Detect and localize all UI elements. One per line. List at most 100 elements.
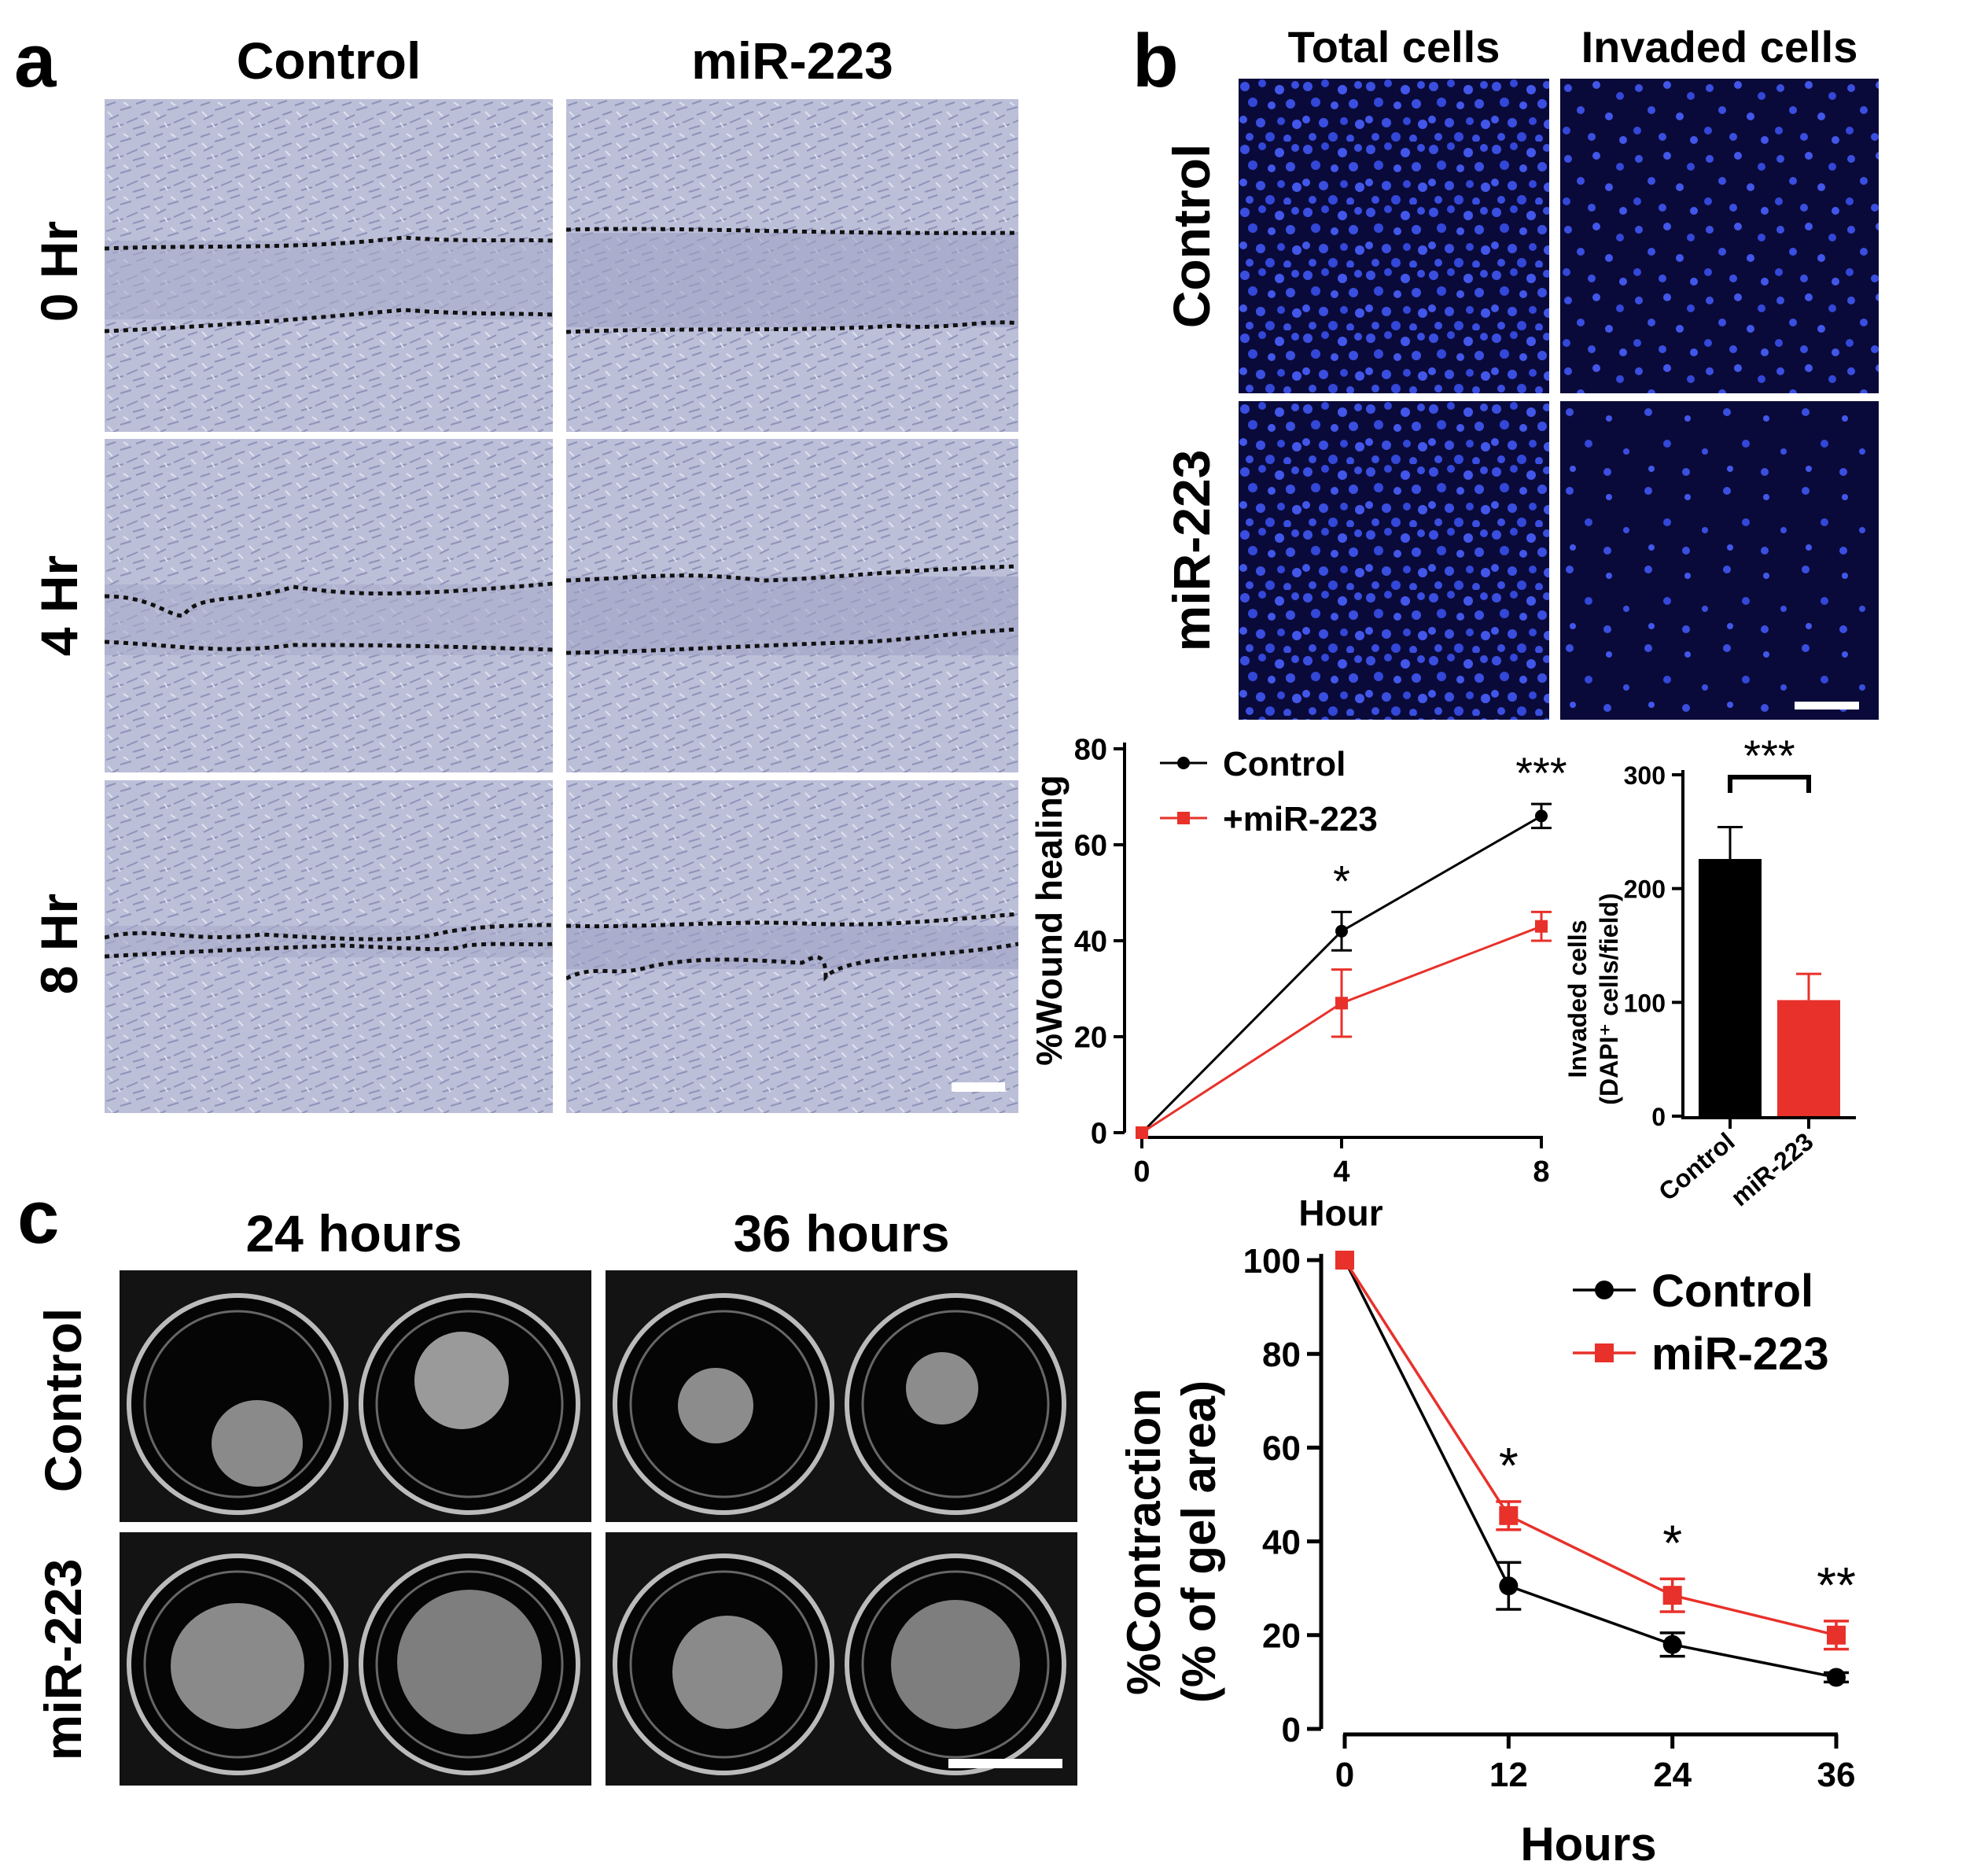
y-axis-label-line2: (% of gel area) [1173, 1380, 1225, 1703]
gel-photo-control-24h [120, 1270, 591, 1522]
y-tick-label: 40 [1074, 926, 1107, 959]
scratch-micrograph-control-0hr [105, 99, 553, 432]
scale-bar [1795, 702, 1859, 709]
significance-mark: * [1662, 1514, 1682, 1571]
legend-label: +miR-223 [1223, 800, 1378, 838]
data-point [1827, 1625, 1846, 1645]
panel-c-header-24h: 24 hours [245, 1204, 462, 1262]
data-point [1335, 924, 1348, 938]
data-point [1662, 1635, 1682, 1654]
dapi-image-mir223-total [1239, 401, 1549, 720]
significance-mark: * [1333, 856, 1350, 905]
y-tick-label: 40 [1262, 1523, 1301, 1561]
y-axis-label-line1: Invaded cells [1563, 920, 1592, 1078]
scratch-micrograph-mir223-8hr [566, 780, 1018, 1113]
data-point [1499, 1576, 1519, 1596]
data-point [1499, 1506, 1519, 1525]
dapi-image-mir223-invaded [1560, 401, 1879, 720]
y-tick-label: 60 [1262, 1429, 1301, 1468]
x-axis-label: Hours [1520, 1818, 1656, 1870]
y-axis-label-line2: (DAPI⁺ cells/field) [1595, 893, 1623, 1104]
y-tick-label: 200 [1624, 875, 1666, 904]
panel-a-row-4hr: 4 Hr [30, 555, 88, 657]
dapi-image-control-total [1239, 79, 1549, 393]
significance-mark: *** [1743, 732, 1795, 780]
scale-bar [948, 1759, 1062, 1768]
significance-mark: * [1499, 1437, 1519, 1494]
panel-c-row-control: Control [34, 1307, 92, 1493]
y-tick-label: 0 [1091, 1118, 1107, 1151]
x-axis-label: Hour [1298, 1192, 1382, 1233]
scratch-micrograph-mir223-0hr [566, 99, 1018, 432]
nuclei-field [1239, 79, 1549, 393]
y-tick-label: 20 [1074, 1022, 1107, 1055]
x-tick-label: Control [1653, 1127, 1740, 1207]
panel-c-label: c [17, 1175, 60, 1259]
data-point [1335, 1251, 1354, 1270]
panel-c-header-36h: 36 hours [733, 1204, 950, 1262]
y-tick-label: 0 [1282, 1711, 1301, 1749]
panel-a-row-8hr: 8 Hr [30, 893, 88, 995]
y-tick-label: 300 [1624, 761, 1666, 790]
gel-photo-mir223-24h [120, 1532, 591, 1786]
legend-label: Control [1651, 1266, 1813, 1317]
series-line-control [1343, 1259, 1837, 1679]
y-tick-label: 0 [1651, 1103, 1666, 1131]
x-tick-label: 24 [1653, 1756, 1692, 1794]
panel-c-row-mir223: miR-223 [34, 1558, 92, 1761]
y-tick-label: 80 [1074, 734, 1107, 767]
y-axis-label: %Wound healing [1029, 775, 1070, 1066]
nuclei-field [1560, 79, 1879, 393]
gel-photo-mir223-36h [606, 1532, 1077, 1786]
x-tick-label: 8 [1533, 1155, 1549, 1189]
panel-a-label: a [14, 19, 57, 103]
gel-photo-control-36h [606, 1270, 1077, 1522]
y-axis-label-line1: %Contraction [1117, 1388, 1170, 1695]
panel-b-header-total: Total cells [1287, 22, 1500, 72]
significance-bracket [1728, 775, 1811, 793]
nuclei-field [1560, 401, 1879, 720]
y-tick-label: 80 [1262, 1336, 1301, 1374]
x-tick-label: miR-223 [1725, 1127, 1819, 1212]
legend-marker [1595, 1343, 1614, 1362]
bar-mir-223 [1777, 1000, 1840, 1116]
panel-b-row-mir223: miR-223 [1162, 449, 1220, 652]
panel-a-header-control: Control [236, 31, 422, 90]
y-tick-label: 60 [1074, 830, 1107, 863]
legend-marker [1595, 1281, 1614, 1299]
data-point [1335, 997, 1348, 1010]
scratch-micrograph-mir223-4hr [566, 439, 1018, 772]
series-line-mir-223 [1343, 1259, 1837, 1637]
legend-marker [1177, 757, 1190, 769]
legend-marker [1177, 812, 1190, 824]
y-tick-label: 100 [1624, 989, 1666, 1017]
x-tick-label: 0 [1133, 1155, 1150, 1189]
panel-a-row-0hr: 0 Hr [30, 220, 88, 322]
x-tick-label: 0 [1335, 1756, 1354, 1794]
significance-mark: ** [1817, 1557, 1856, 1613]
legend-label: miR-223 [1651, 1329, 1829, 1380]
data-point [1827, 1668, 1846, 1687]
contraction-chart: %Contraction (% of gel area) Hours 0 20 40… [1117, 1242, 1856, 1870]
data-point [1136, 1126, 1148, 1139]
x-tick-label: 4 [1333, 1155, 1349, 1189]
legend-label: Control [1223, 745, 1346, 783]
panel-b-label: b [1132, 19, 1179, 103]
data-point [1662, 1586, 1682, 1605]
invaded-cells-chart: Invaded cells (DAPI⁺ cells/field) 0 100 20… [1563, 732, 1856, 1212]
scale-bar [952, 1082, 1005, 1092]
panel-b-header-invaded: Invaded cells [1581, 22, 1858, 72]
panel-a-header-mir223: miR-223 [691, 31, 893, 90]
bar-control [1699, 859, 1762, 1116]
y-tick-label: 100 [1243, 1242, 1301, 1281]
data-point [1535, 809, 1548, 823]
significance-mark: *** [1515, 748, 1567, 798]
data-point [1535, 920, 1548, 933]
y-tick-label: 20 [1262, 1617, 1301, 1656]
dapi-image-control-invaded [1560, 79, 1879, 393]
panel-b-row-control: Control [1162, 143, 1220, 329]
x-tick-label: 12 [1489, 1756, 1528, 1794]
scratch-micrograph-control-8hr [105, 780, 553, 1113]
nuclei-field [1239, 401, 1549, 720]
